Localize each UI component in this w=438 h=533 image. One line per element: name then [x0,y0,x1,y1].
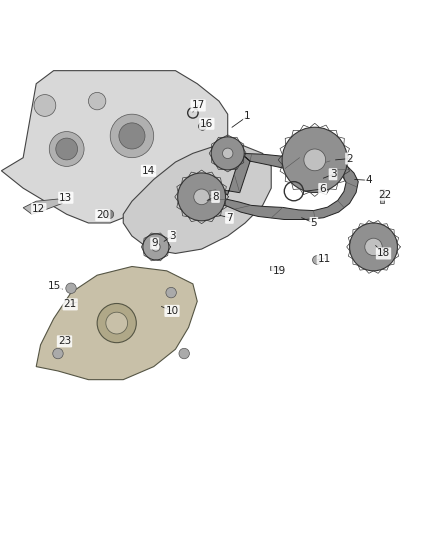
Text: 3: 3 [330,169,336,179]
Circle shape [223,148,233,158]
Text: 17: 17 [191,100,205,110]
Circle shape [198,123,206,130]
Text: 5: 5 [311,218,317,228]
Polygon shape [36,266,197,379]
Circle shape [194,189,209,205]
Text: 22: 22 [378,190,392,200]
Circle shape [143,234,169,260]
Text: 6: 6 [319,184,326,194]
Circle shape [110,114,154,158]
Circle shape [179,349,189,359]
Text: 2: 2 [346,154,353,164]
Circle shape [211,137,244,170]
Polygon shape [199,154,358,220]
Text: 7: 7 [226,213,233,223]
Text: 13: 13 [59,193,72,203]
Text: 9: 9 [151,238,158,248]
Circle shape [119,123,145,149]
Circle shape [365,238,382,256]
Text: 11: 11 [318,254,331,264]
Circle shape [350,223,397,271]
Polygon shape [1,71,228,223]
Circle shape [49,132,84,166]
Circle shape [88,92,106,110]
Text: 10: 10 [166,306,179,316]
Polygon shape [123,144,271,254]
Bar [380,189,384,203]
Polygon shape [23,199,62,214]
Circle shape [166,287,177,298]
Text: 1: 1 [244,111,251,122]
Circle shape [313,256,321,264]
Text: 8: 8 [212,192,219,202]
Circle shape [152,243,160,251]
Circle shape [282,127,347,192]
Circle shape [178,173,226,221]
Circle shape [34,94,56,116]
Circle shape [53,349,63,359]
Circle shape [105,210,114,219]
Circle shape [66,283,76,294]
Text: 23: 23 [58,336,71,346]
Circle shape [97,303,136,343]
Text: 16: 16 [200,119,213,129]
Text: 3: 3 [169,231,175,241]
Circle shape [304,149,325,171]
Circle shape [106,312,127,334]
Text: 15: 15 [48,281,61,291]
Text: 12: 12 [32,204,46,214]
Text: 20: 20 [96,210,110,220]
Circle shape [56,138,78,160]
Text: 18: 18 [377,248,390,259]
Text: 19: 19 [272,266,286,276]
Text: 14: 14 [142,166,155,176]
Text: 21: 21 [64,300,77,309]
Bar [270,266,283,270]
Text: 4: 4 [366,175,372,185]
